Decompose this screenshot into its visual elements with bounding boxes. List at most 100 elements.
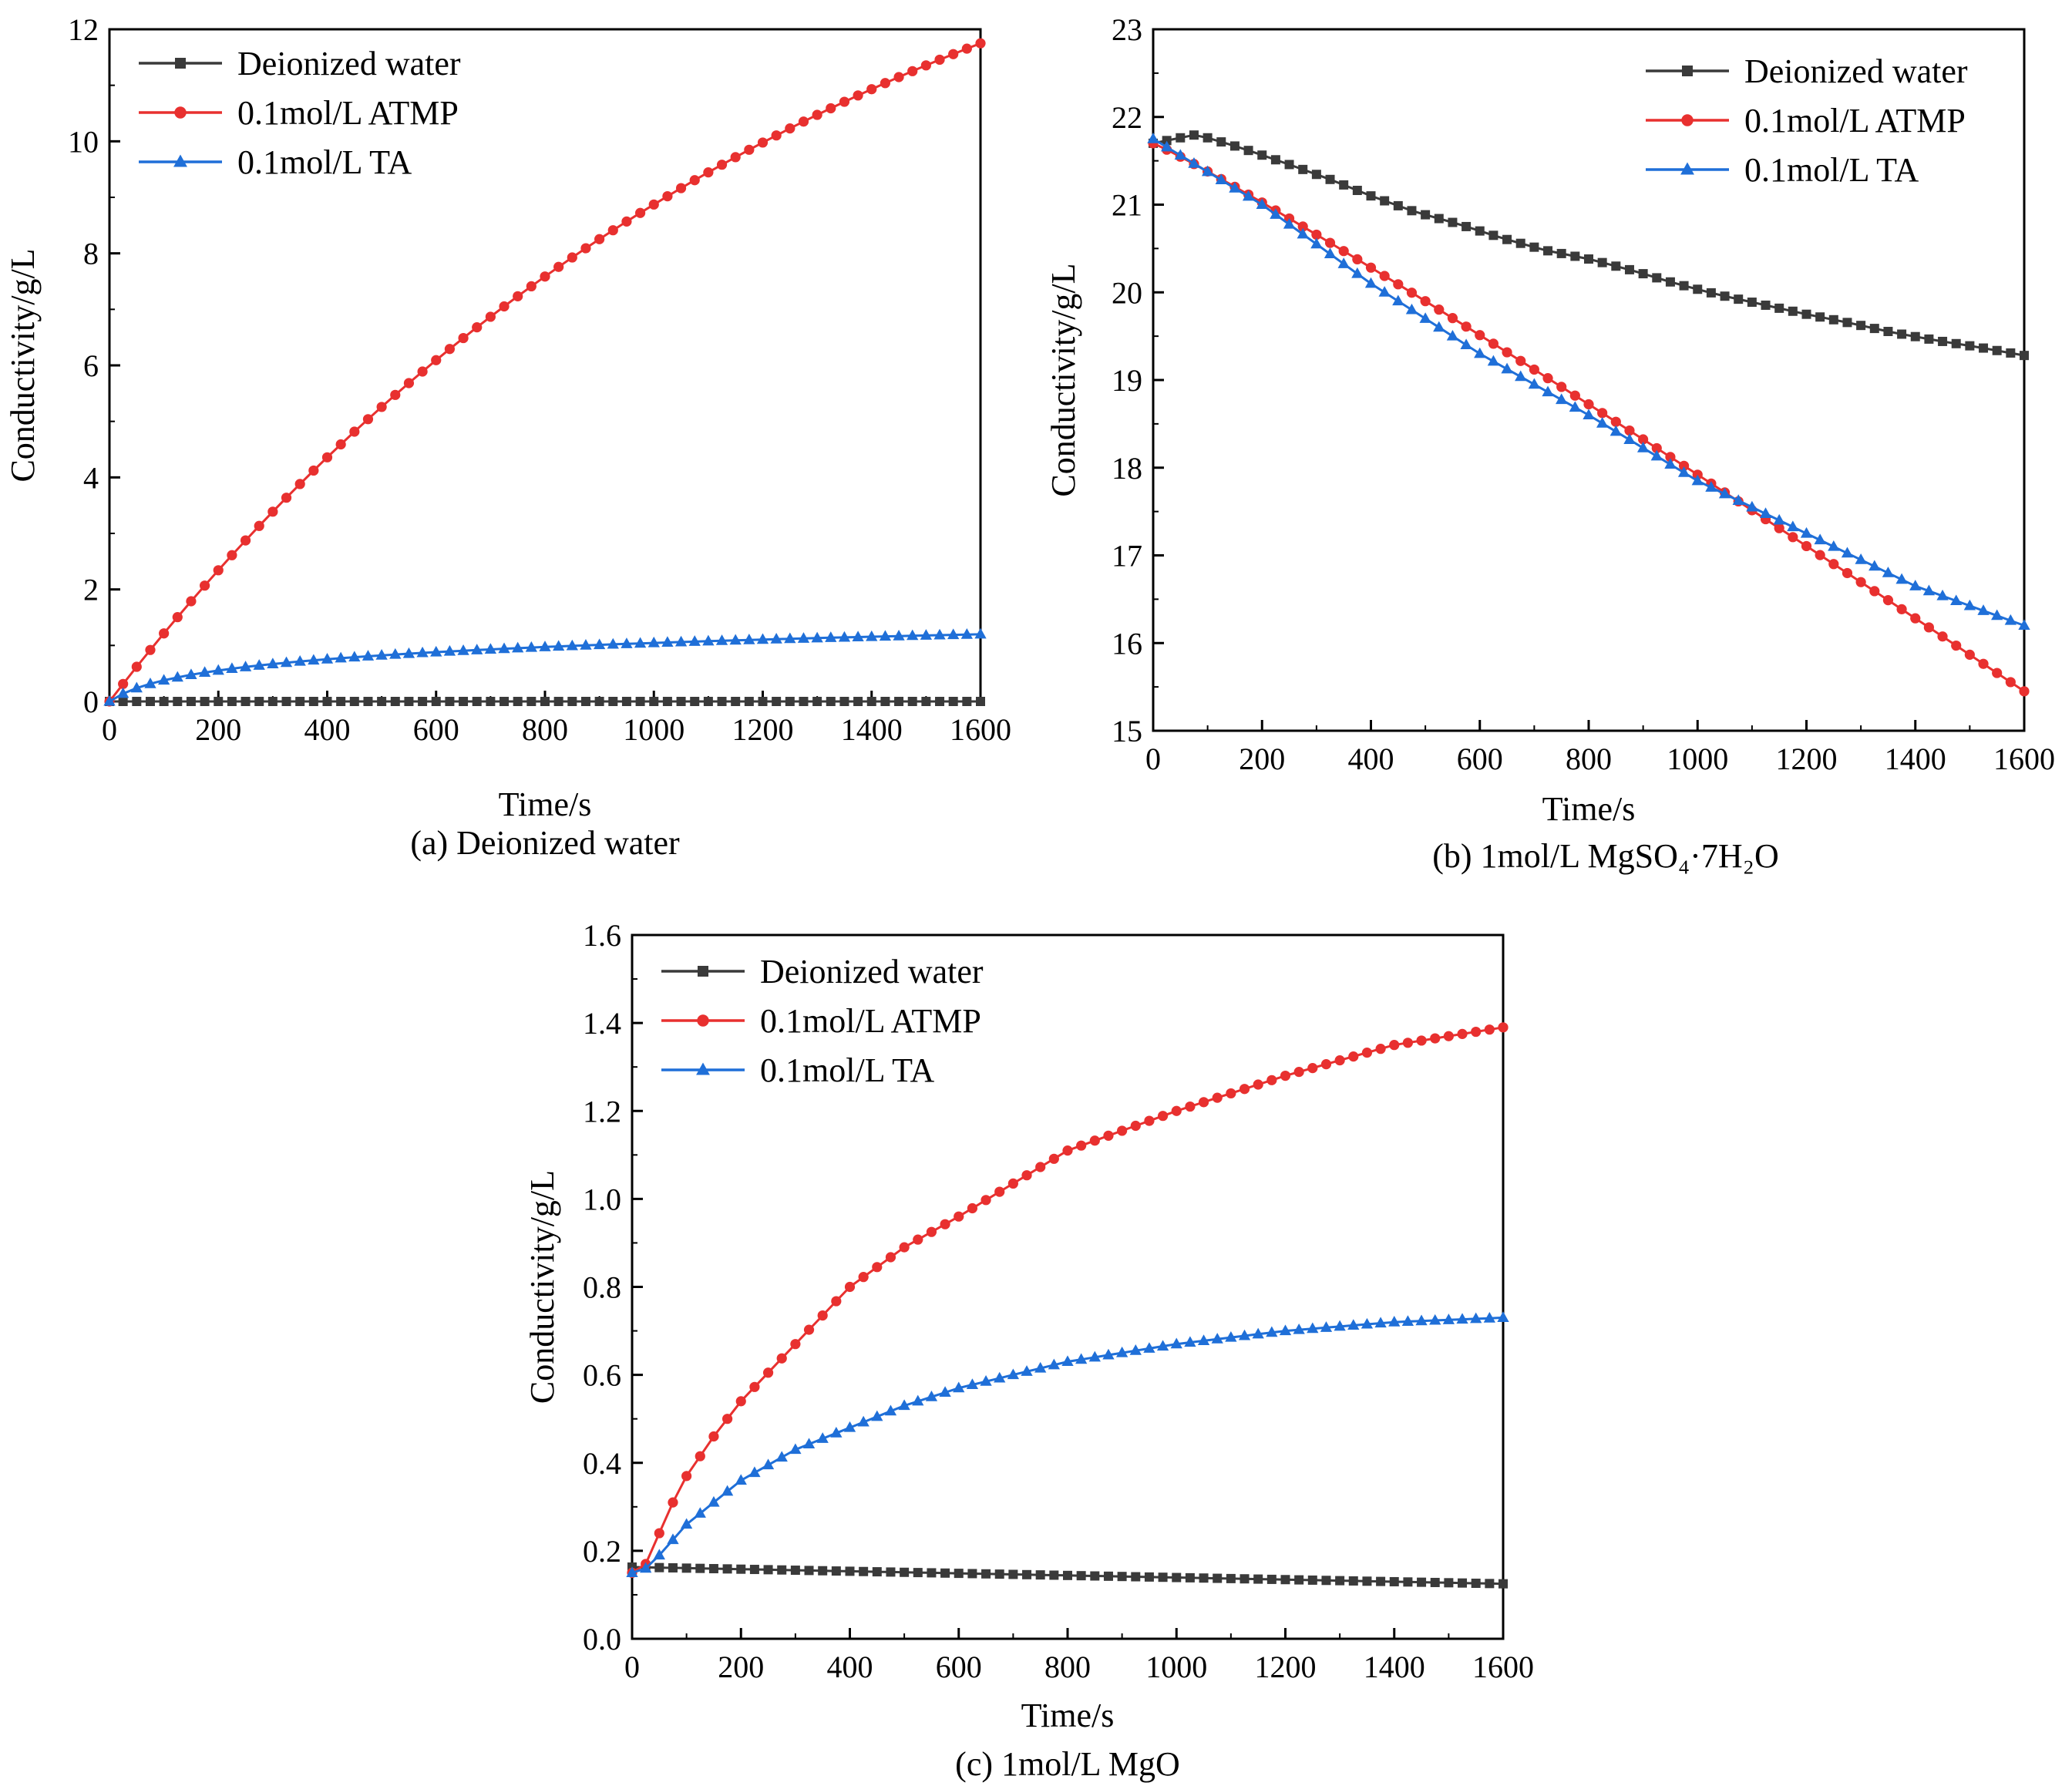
data-point — [227, 697, 237, 706]
data-point — [674, 635, 688, 647]
data-point — [1256, 198, 1268, 210]
x-tick-label: 1400 — [1885, 742, 1946, 776]
data-point — [525, 641, 537, 652]
data-point — [1678, 460, 1690, 471]
data-point — [402, 647, 415, 658]
x-tick-label: 800 — [1044, 1650, 1091, 1684]
data-point — [1375, 1044, 1386, 1054]
data-point — [648, 199, 659, 210]
x-tick-label: 0 — [102, 712, 117, 747]
y-tick-label: 21 — [1112, 188, 1142, 223]
data-point — [1922, 584, 1936, 596]
data-point — [1348, 1051, 1359, 1062]
data-point — [758, 697, 768, 706]
data-point — [1266, 1075, 1277, 1085]
data-point — [498, 642, 510, 654]
data-point — [1895, 573, 1908, 584]
data-point — [1583, 409, 1595, 420]
data-point — [634, 207, 646, 218]
legend-marker — [1681, 114, 1694, 126]
data-point — [953, 1381, 965, 1393]
x-tick-label: 1600 — [950, 712, 1011, 747]
data-point — [1176, 133, 1186, 143]
data-point — [1266, 1574, 1276, 1584]
data-point — [132, 697, 142, 706]
data-point — [1570, 251, 1580, 261]
data-point — [735, 1396, 746, 1407]
y-tick-label: 1.4 — [583, 1006, 621, 1041]
data-point — [145, 697, 155, 706]
data-point — [789, 1443, 802, 1455]
data-point — [680, 1518, 693, 1529]
data-point — [1882, 567, 1895, 577]
data-point — [1389, 1576, 1399, 1586]
data-point — [688, 635, 701, 646]
data-point — [431, 355, 442, 365]
data-point — [1293, 1067, 1304, 1078]
data-point — [899, 1242, 910, 1253]
data-point — [1470, 1312, 1482, 1324]
series-deionized — [1149, 130, 2029, 361]
data-point — [1458, 1578, 1468, 1588]
data-point — [1869, 586, 1880, 597]
data-point — [2018, 619, 2030, 631]
data-point — [676, 697, 686, 706]
data-point — [839, 96, 850, 107]
data-point — [960, 627, 973, 639]
data-point — [927, 1568, 937, 1578]
data-point — [159, 628, 170, 639]
data-point — [1869, 324, 1879, 334]
data-point — [886, 1567, 896, 1577]
data-point — [1035, 1570, 1045, 1580]
data-point — [880, 78, 891, 89]
chart-caption: (a) Deionized water — [410, 824, 680, 862]
data-point — [1143, 1342, 1155, 1353]
data-point — [1063, 1570, 1072, 1580]
data-point — [1215, 173, 1227, 185]
data-point — [702, 634, 715, 646]
data-point — [730, 152, 741, 163]
data-point — [1280, 1071, 1291, 1081]
data-point — [1828, 540, 1840, 551]
data-point — [621, 637, 633, 648]
data-point — [689, 175, 700, 186]
data-point — [1325, 174, 1335, 184]
x-tick-label: 1000 — [623, 712, 684, 747]
chart-panel-3: 0 200 400 600 800 1000 1200 1400 1600 0.0 0.2 0.4 0.… — [523, 918, 1534, 1783]
x-tick-label: 1600 — [1472, 1650, 1534, 1684]
data-point — [722, 1414, 733, 1424]
data-point — [1529, 364, 1539, 375]
data-point — [1515, 370, 1527, 382]
y-tick-label: 1.0 — [583, 1182, 621, 1216]
data-point — [649, 697, 659, 706]
data-point — [681, 1563, 691, 1573]
data-point — [457, 644, 469, 655]
data-point — [1157, 1111, 1169, 1122]
data-point — [802, 1438, 816, 1449]
series-atmp — [1148, 138, 2030, 697]
data-point — [1991, 609, 2003, 621]
data-point — [1211, 1333, 1223, 1344]
data-point — [785, 697, 795, 706]
data-point — [363, 697, 373, 706]
y-tick-label: 6 — [83, 348, 99, 383]
data-point — [1773, 513, 1785, 525]
data-point — [934, 54, 945, 66]
data-point — [472, 697, 482, 706]
data-point — [1434, 304, 1445, 315]
data-point — [1307, 1322, 1319, 1334]
data-point — [1089, 1135, 1100, 1146]
data-point — [539, 641, 551, 651]
data-point — [540, 697, 550, 706]
data-point — [1171, 1105, 1182, 1116]
data-point — [553, 640, 565, 651]
data-point — [729, 634, 742, 645]
data-point — [1229, 181, 1241, 193]
data-point — [553, 697, 563, 706]
data-point — [336, 697, 346, 706]
data-point — [1800, 526, 1813, 538]
data-point — [1161, 140, 1173, 152]
data-point — [1034, 1361, 1047, 1373]
data-point — [1638, 434, 1649, 445]
data-point — [2004, 614, 2016, 625]
